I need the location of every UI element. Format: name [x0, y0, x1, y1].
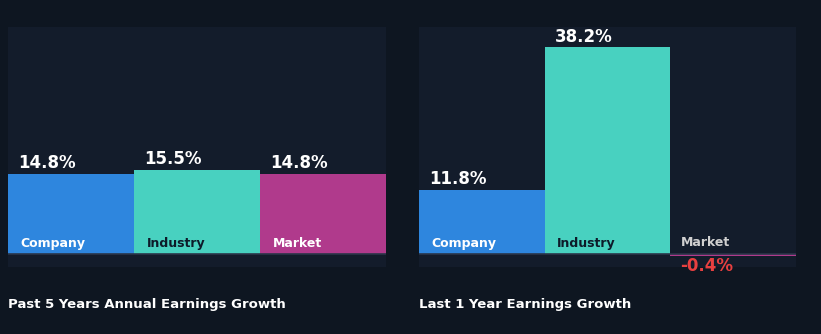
Bar [419, 190, 544, 254]
Bar [8, 174, 134, 254]
Bar [544, 47, 671, 254]
Text: Industry: Industry [147, 237, 205, 250]
Text: 15.5%: 15.5% [144, 150, 202, 168]
Bar [671, 254, 796, 256]
Text: 14.8%: 14.8% [18, 154, 76, 172]
Text: -0.4%: -0.4% [681, 258, 733, 276]
Text: Company: Company [431, 237, 497, 250]
Text: 14.8%: 14.8% [270, 154, 328, 172]
Text: Past 5 Years Annual Earnings Growth: Past 5 Years Annual Earnings Growth [8, 299, 286, 312]
Text: 11.8%: 11.8% [429, 170, 486, 188]
Bar [260, 174, 386, 254]
Text: 38.2%: 38.2% [555, 28, 612, 46]
Bar [134, 170, 260, 254]
Text: Market: Market [273, 237, 322, 250]
Text: Last 1 Year Earnings Growth: Last 1 Year Earnings Growth [419, 299, 631, 312]
Text: Industry: Industry [557, 237, 616, 250]
Text: Company: Company [21, 237, 86, 250]
Text: Market: Market [681, 236, 730, 249]
